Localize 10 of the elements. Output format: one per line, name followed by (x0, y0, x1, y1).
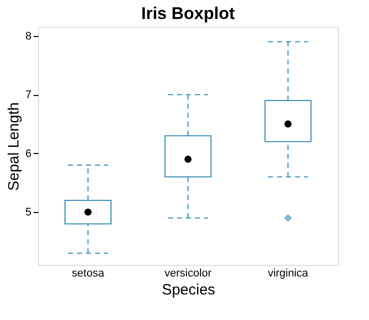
x-tick-label: setosa (72, 268, 106, 280)
y-tick-label: 7 (25, 89, 32, 102)
x-axis-title: Species (162, 282, 216, 298)
x-tick-label: virginica (268, 268, 310, 280)
x-tick-label: versicolor (164, 268, 212, 280)
y-tick-label: 6 (25, 148, 32, 160)
y-tick-label: 5 (25, 206, 32, 219)
y-tick-label: 8 (25, 30, 32, 42)
chart-title: Iris Boxplot (141, 4, 236, 23)
y-axis-title: Sepal Length (5, 102, 22, 191)
